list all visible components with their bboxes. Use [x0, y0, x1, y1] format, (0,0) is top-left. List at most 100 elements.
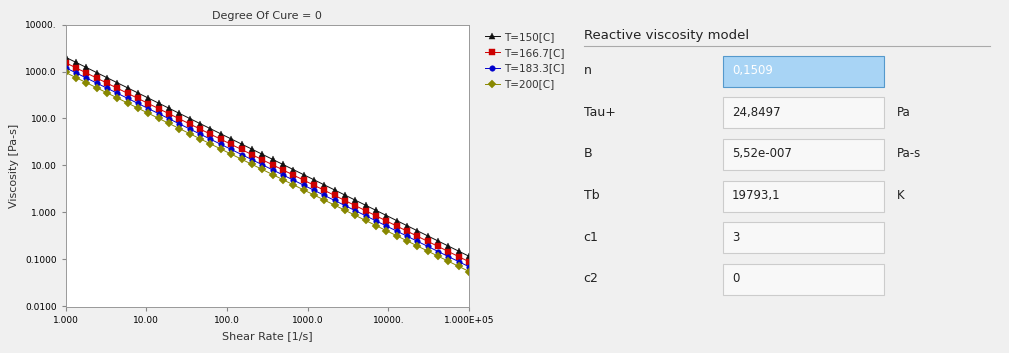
T=183.3[C]	[266, 168, 278, 172]
T=166.7[C]	[174, 117, 186, 121]
T=183.3[C]	[184, 127, 196, 131]
T=200[C]	[266, 172, 278, 176]
T=150[C]	[329, 188, 341, 192]
T=150[C]	[412, 229, 424, 233]
T=150[C]	[132, 91, 144, 95]
T=166.7[C]	[432, 244, 444, 249]
T=200[C]	[401, 239, 413, 243]
T=200[C]	[442, 259, 454, 263]
Text: c1: c1	[583, 231, 598, 244]
T=166.7[C]	[142, 101, 154, 106]
Text: 24,8497: 24,8497	[732, 106, 781, 119]
T=150[C]	[256, 152, 268, 156]
Text: 3: 3	[732, 231, 740, 244]
T=166.7[C]	[380, 219, 393, 223]
Text: 19793,1: 19793,1	[732, 189, 781, 202]
T=150[C]	[422, 234, 434, 238]
T=150[C]	[349, 198, 361, 202]
T=183.3[C]	[453, 259, 465, 264]
T=183.3[C]	[339, 203, 351, 208]
T=183.3[C]	[432, 250, 444, 254]
T=183.3[C]	[256, 163, 268, 167]
T=150[C]	[152, 101, 164, 105]
T=183.3[C]	[380, 224, 393, 228]
T=166.7[C]	[308, 183, 320, 187]
T=150[C]	[298, 173, 310, 177]
T=166.7[C]	[81, 71, 93, 75]
Text: c2: c2	[583, 273, 598, 285]
T=150[C]	[101, 76, 113, 80]
T=200[C]	[276, 178, 289, 182]
T=166.7[C]	[288, 173, 300, 177]
FancyBboxPatch shape	[723, 181, 885, 212]
T=200[C]	[432, 254, 444, 258]
T=150[C]	[442, 244, 454, 248]
T=200[C]	[235, 157, 247, 161]
T=200[C]	[215, 147, 227, 151]
T=200[C]	[111, 96, 123, 100]
T=183.3[C]	[91, 81, 103, 85]
T=150[C]	[288, 167, 300, 172]
T=166.7[C]	[215, 137, 227, 142]
T=183.3[C]	[246, 157, 258, 162]
T=150[C]	[70, 60, 82, 65]
T=166.7[C]	[205, 132, 217, 136]
T=166.7[C]	[359, 209, 371, 213]
T=183.3[C]	[205, 137, 217, 141]
T=183.3[C]	[122, 96, 134, 101]
T=183.3[C]	[422, 244, 434, 249]
FancyBboxPatch shape	[723, 222, 885, 253]
Legend: T=150[C], T=166.7[C], T=183.3[C], T=200[C]: T=150[C], T=166.7[C], T=183.3[C], T=200[…	[482, 30, 567, 91]
T=166.7[C]	[266, 163, 278, 167]
T=166.7[C]	[225, 142, 237, 146]
T=166.7[C]	[401, 229, 413, 233]
T=183.3[C]	[225, 147, 237, 151]
T=183.3[C]	[329, 198, 341, 203]
T=150[C]	[225, 137, 237, 141]
T=200[C]	[225, 152, 237, 156]
T=200[C]	[70, 76, 82, 80]
T=183.3[C]	[442, 255, 454, 259]
T=183.3[C]	[194, 132, 206, 136]
Line: T=183.3[C]: T=183.3[C]	[63, 65, 472, 270]
Text: K: K	[897, 189, 905, 202]
T=200[C]	[422, 249, 434, 253]
T=200[C]	[463, 269, 475, 274]
T=150[C]	[359, 203, 371, 208]
T=183.3[C]	[101, 86, 113, 90]
T=166.7[C]	[390, 224, 403, 228]
T=166.7[C]	[442, 250, 454, 254]
T=166.7[C]	[101, 81, 113, 85]
T=166.7[C]	[463, 260, 475, 264]
T=150[C]	[401, 223, 413, 228]
T=150[C]	[111, 81, 123, 85]
T=183.3[C]	[215, 142, 227, 146]
T=183.3[C]	[298, 183, 310, 187]
T=166.7[C]	[184, 122, 196, 126]
T=150[C]	[318, 183, 330, 187]
T=150[C]	[142, 96, 154, 100]
Y-axis label: Viscosity [Pa-s]: Viscosity [Pa-s]	[9, 124, 19, 208]
T=200[C]	[122, 101, 134, 105]
T=166.7[C]	[152, 107, 164, 111]
Text: n: n	[583, 64, 591, 77]
T=200[C]	[174, 126, 186, 131]
T=166.7[C]	[422, 239, 434, 244]
T=150[C]	[246, 147, 258, 151]
T=166.7[C]	[132, 96, 144, 101]
T=183.3[C]	[142, 107, 154, 111]
T=150[C]	[174, 111, 186, 115]
Line: T=166.7[C]: T=166.7[C]	[63, 60, 472, 265]
T=166.7[C]	[111, 86, 123, 90]
Text: Reactive viscosity model: Reactive viscosity model	[583, 29, 749, 42]
T=183.3[C]	[174, 122, 186, 126]
X-axis label: Shear Rate [1/s]: Shear Rate [1/s]	[222, 331, 313, 341]
T=200[C]	[60, 70, 72, 74]
T=183.3[C]	[308, 188, 320, 192]
T=200[C]	[298, 188, 310, 192]
Line: T=200[C]: T=200[C]	[63, 70, 472, 274]
T=150[C]	[380, 213, 393, 217]
T=183.3[C]	[390, 229, 403, 233]
T=150[C]	[81, 65, 93, 70]
T=150[C]	[163, 106, 176, 110]
